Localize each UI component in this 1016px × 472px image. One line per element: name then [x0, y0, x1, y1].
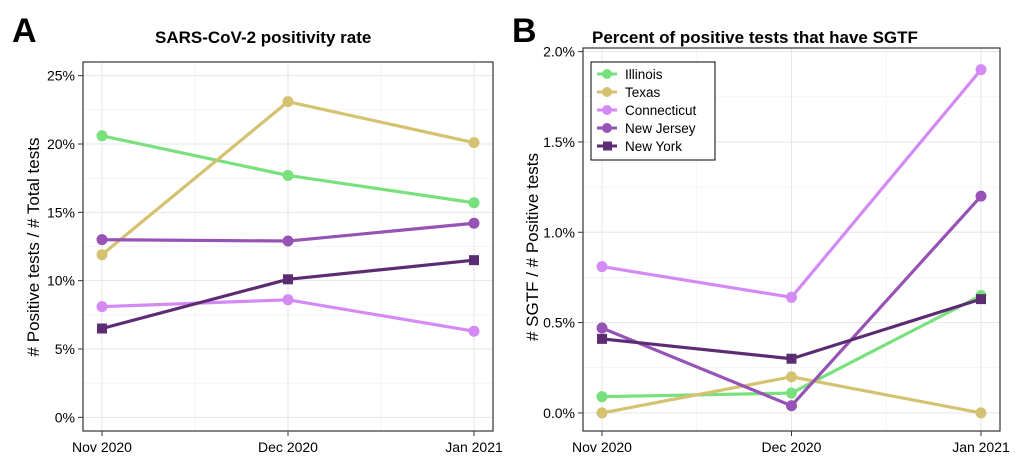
chart-b-series-texas-point — [596, 407, 608, 419]
chart-a-series-connecticut-point — [282, 294, 294, 306]
chart-a-xtick-label: Jan 2021 — [445, 439, 503, 455]
chart-b-ytick-label: 0.0% — [543, 405, 575, 421]
chart-b-ytick-label: 0.5% — [543, 315, 575, 331]
chart-a-series-texas-point — [96, 249, 108, 261]
chart-b-ytick-label: 1.0% — [543, 224, 575, 240]
panel-a-letter: A — [12, 12, 37, 50]
chart-b-series-texas-point — [975, 407, 987, 419]
chart-a-series-illinois-point — [468, 197, 480, 209]
chart-a-series-new-jersey-point — [96, 234, 108, 246]
chart-b-series-new-jersey-point — [975, 190, 987, 202]
chart-b-ytick-label: 1.5% — [543, 134, 575, 150]
chart-b-series-new-york-point — [597, 333, 607, 344]
chart-a-series-connecticut-point — [468, 325, 480, 337]
chart-a-xtick-label: Dec 2020 — [258, 439, 318, 455]
chart-b-legend-texas-swatch-marker — [602, 87, 612, 97]
chart-a-ytick-label: 15% — [47, 204, 75, 220]
panel-a-title: SARS-CoV-2 positivity rate — [155, 28, 372, 47]
chart-a-series-illinois-point — [282, 169, 294, 181]
panel-b-letter: B — [512, 12, 537, 50]
chart-a-series-connecticut-point — [96, 301, 108, 313]
chart-b-series-illinois-point — [596, 391, 608, 403]
chart-b-series-illinois-point — [786, 387, 797, 399]
chart-b-legend-illinois-label: Illinois — [625, 67, 663, 82]
chart-a-ytick-label: 0% — [55, 409, 75, 425]
chart-a-series-new-jersey-point — [282, 235, 294, 247]
chart-b-legend-connecticut-swatch-marker — [602, 105, 612, 115]
chart-b-series-new-jersey-point — [786, 400, 797, 412]
chart-b-series-connecticut-point — [786, 291, 797, 303]
chart-a-series-illinois-point — [96, 130, 108, 142]
chart-b-xtick-label: Nov 2020 — [572, 439, 632, 455]
chart-b-ytick-label: 2.0% — [543, 44, 575, 60]
chart-b-xtick-label: Jan 2021 — [952, 439, 1010, 455]
chart-b-legend-new-york-swatch-marker — [603, 141, 612, 151]
chart-a-axis-frame — [82, 61, 494, 432]
chart-b-legend-new-jersey-label: New Jersey — [625, 121, 696, 136]
chart-a-xtick-label: Nov 2020 — [72, 439, 132, 455]
chart-b-series-new-york-point — [786, 353, 797, 364]
chart-a-ytick-label: 25% — [47, 68, 75, 84]
chart-a-series-texas-point — [282, 96, 294, 108]
chart-a-series-new-jersey-point — [468, 217, 480, 229]
chart-a-ytick-label: 5% — [55, 341, 75, 357]
chart-a-ytick-label: 20% — [47, 136, 75, 152]
chart-b-axis-frame — [582, 47, 1001, 432]
chart-a-series-new-york-point — [469, 255, 479, 266]
chart-a-series-new-york-point — [283, 274, 293, 285]
panel-b-title: Percent of positive tests that have SGTF — [592, 28, 918, 47]
chart-b-series-texas-point — [786, 371, 797, 383]
chart-b-series-connecticut-point — [975, 64, 987, 76]
chart-a-series-texas-point — [468, 137, 480, 149]
chart-b-series-new-york-point — [976, 294, 986, 305]
chart-b-series-new-jersey-point — [596, 322, 608, 334]
chart-b-xtick-label: Dec 2020 — [762, 439, 822, 455]
chart-a-series-new-york-point — [97, 323, 107, 334]
chart-b-legend-connecticut-label: Connecticut — [625, 103, 697, 118]
chart-b-legend-illinois-swatch-marker — [602, 69, 612, 79]
chart-b-legend-new-york-label: New York — [625, 139, 682, 154]
chart-b-series-connecticut-point — [596, 261, 608, 273]
chart-a-ytick-label: 10% — [47, 273, 75, 289]
chart-b-legend-texas-label: Texas — [625, 85, 661, 100]
chart-b-legend-new-jersey-swatch-marker — [602, 123, 612, 133]
